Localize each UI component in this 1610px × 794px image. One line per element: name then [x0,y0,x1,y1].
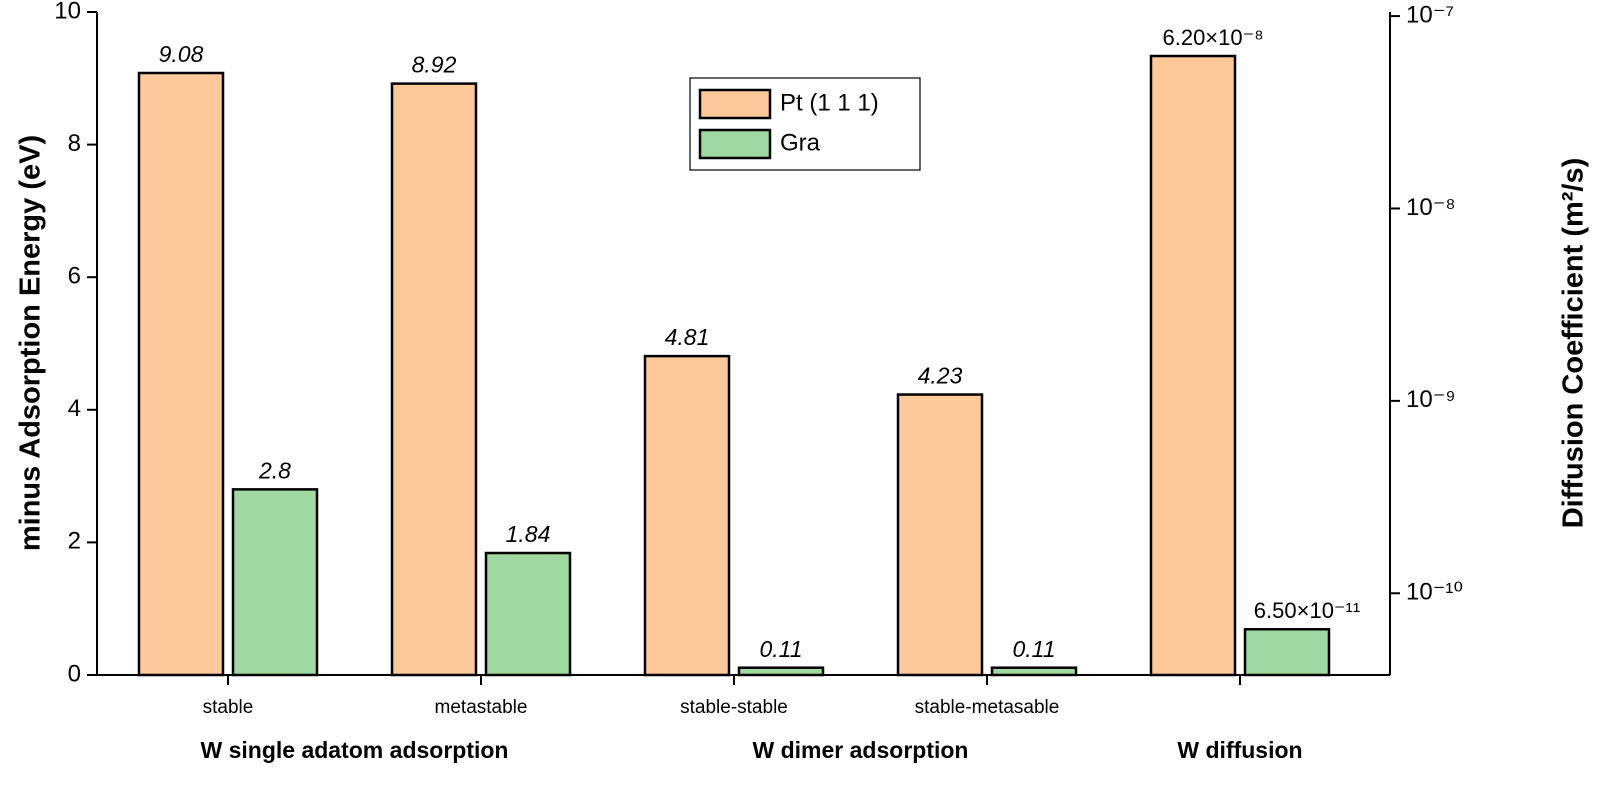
x-tick-label: stable [203,697,254,718]
legend-swatch [698,128,772,160]
y2-tick-label: 10⁻¹⁰ [1406,579,1463,606]
legend-swatch [698,88,772,120]
value-label: 0.11 [759,636,802,662]
y2-tick-label: 10⁻⁷ [1406,1,1454,28]
bar [990,666,1078,677]
bar [896,393,984,677]
bar [737,666,825,677]
legend-label: Gra [780,129,821,156]
bar [484,551,572,677]
value-label: 9.08 [159,41,204,67]
group-label: W single adatom adsorption [201,737,509,763]
value-label: 8.92 [412,52,457,78]
value-label: 0.11 [1012,636,1055,662]
x-tick-label: stable-stable [680,697,788,718]
value-label: 1.84 [506,521,551,547]
legend-label: Pt (1 1 1) [780,89,879,116]
value-label: 4.23 [918,363,963,389]
y2-tick-label: 10⁻⁹ [1406,386,1456,413]
group-label: W dimer adsorption [753,737,969,763]
y-tick-label: 8 [68,130,81,157]
y-tick-label: 6 [68,263,81,290]
value-label: 4.81 [665,324,710,350]
y-axis-label: minus Adsorption Energy (eV) [15,135,47,551]
bar [231,488,319,677]
bar [1149,54,1237,677]
y-tick-label: 2 [68,528,81,555]
value-label: 6.20×10⁻⁸ [1162,25,1263,50]
group-label: W diffusion [1177,737,1302,763]
y2-axis-label: Diffusion Coefficient (m²/s) [1558,158,1590,529]
y-tick-label: 10 [54,0,81,24]
x-tick-label: stable-metasable [915,697,1060,718]
bar [137,71,225,677]
y-tick-label: 0 [68,660,81,687]
bar [643,354,731,677]
y2-tick-label: 10⁻⁸ [1406,194,1456,221]
x-tick-label: metastable [435,697,528,718]
value-label: 6.50×10⁻¹¹ [1254,598,1360,623]
bar [390,82,478,677]
bar [1243,628,1331,677]
y-tick-label: 4 [68,395,81,422]
value-label: 2.8 [258,457,291,483]
